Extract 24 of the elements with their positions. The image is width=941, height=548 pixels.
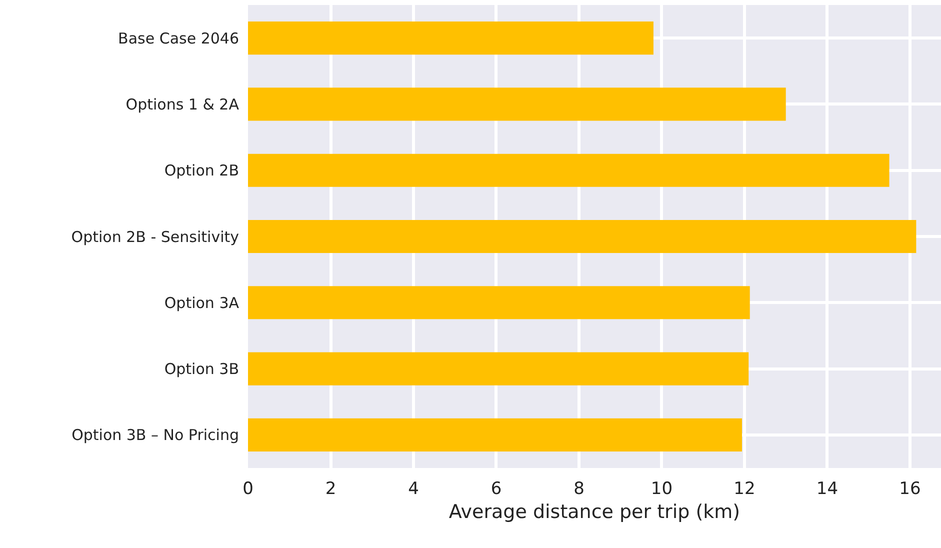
- bar: [248, 154, 890, 187]
- x-tick-label: 0: [242, 479, 254, 499]
- x-tick-label: 2: [325, 479, 336, 499]
- bar: [248, 22, 654, 55]
- y-tick-label: Base Case 2046: [118, 29, 239, 48]
- bar: [248, 88, 786, 121]
- bar: [248, 220, 916, 254]
- y-tick-label: Option 3B: [164, 360, 239, 378]
- bar: [248, 352, 749, 386]
- x-tick-label: 14: [816, 479, 838, 499]
- bar: [248, 286, 750, 320]
- bar: [248, 418, 742, 452]
- x-axis-title: Average distance per trip (km): [448, 500, 740, 523]
- y-tick-label: Option 2B - Sensitivity: [71, 228, 240, 246]
- y-tick-label: Option 2B: [164, 162, 239, 180]
- y-tick-label: Options 1 & 2A: [126, 95, 240, 114]
- x-tick-label: 4: [408, 479, 419, 499]
- x-tick-label: 10: [650, 479, 673, 499]
- x-tick-label: 8: [574, 479, 584, 499]
- x-tick-label: 12: [734, 479, 756, 499]
- y-tick-label: Option 3A: [164, 294, 240, 312]
- x-tick-label: 16: [899, 479, 921, 499]
- y-tick-label: Option 3B – No Pricing: [72, 426, 239, 444]
- x-tick-label: 6: [490, 479, 502, 499]
